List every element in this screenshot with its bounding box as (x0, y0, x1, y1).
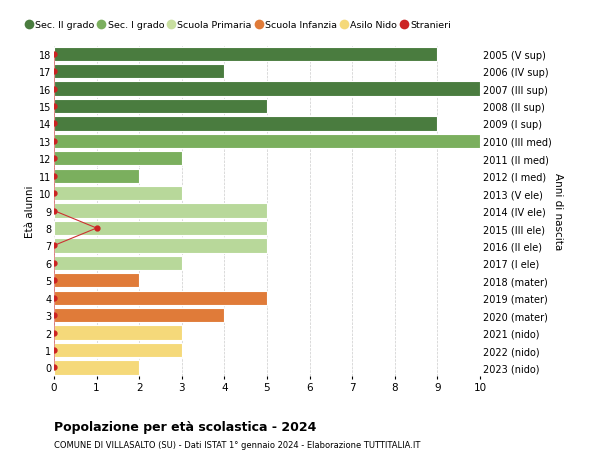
Y-axis label: Età alunni: Età alunni (25, 185, 35, 237)
Bar (54, 274, 139, 288)
Text: Popolazione per età scolastica - 2024: Popolazione per età scolastica - 2024 (54, 420, 316, 433)
Bar (54, 187, 182, 201)
Bar (54, 221, 267, 235)
Bar (54, 204, 267, 218)
Bar (54, 134, 480, 149)
Legend: Sec. II grado, Sec. I grado, Scuola Primaria, Scuola Infanzia, Asilo Nido, Stran: Sec. II grado, Sec. I grado, Scuola Prim… (25, 19, 453, 32)
Bar (54, 169, 139, 184)
Bar (54, 361, 139, 375)
Bar (54, 308, 224, 323)
Bar (54, 152, 182, 166)
Bar (54, 82, 480, 96)
Bar (54, 100, 267, 114)
Bar (54, 256, 182, 270)
Bar (54, 326, 182, 340)
Bar (54, 239, 267, 253)
Bar (54, 117, 437, 131)
Bar (54, 65, 224, 79)
Bar (54, 291, 267, 305)
Text: COMUNE DI VILLASALTO (SU) - Dati ISTAT 1° gennaio 2024 - Elaborazione TUTTITALIA: COMUNE DI VILLASALTO (SU) - Dati ISTAT 1… (54, 440, 421, 449)
Bar (54, 47, 437, 62)
Y-axis label: Anni di nascita: Anni di nascita (553, 173, 563, 250)
Bar (54, 343, 182, 358)
